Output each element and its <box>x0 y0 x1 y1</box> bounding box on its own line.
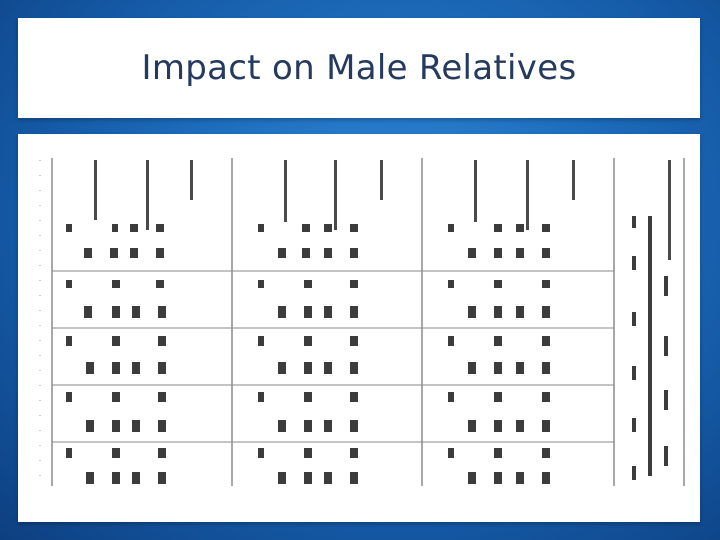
header-rules <box>94 160 671 260</box>
content-box <box>18 134 700 522</box>
title-box: Impact on Male Relatives <box>18 18 700 118</box>
row-dividers <box>52 270 614 443</box>
scan-marks <box>66 216 668 484</box>
table-image <box>39 158 685 486</box>
slide-title: Impact on Male Relatives <box>141 48 577 88</box>
column-dividers <box>51 158 685 486</box>
